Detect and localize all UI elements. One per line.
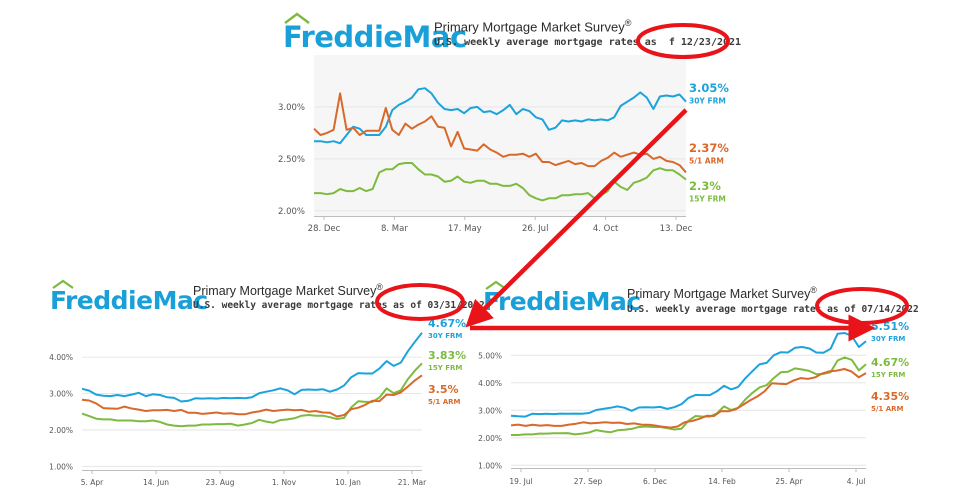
series-line-frm30: [81, 332, 423, 403]
logo-text: FreddieMac: [50, 286, 208, 315]
series-name-label: 5/1 ARM: [689, 157, 724, 166]
x-tick-label: 1. Nov: [272, 478, 297, 487]
logo-roof-icon: [52, 279, 74, 289]
freddie-mac-logo: FreddieMac: [50, 286, 208, 315]
logo-roof-icon: [284, 12, 310, 24]
as-of-date: f 12/23/2021: [668, 37, 742, 48]
x-tick-label: 4. Oct: [593, 224, 619, 234]
series-value-label: 4.67%: [428, 317, 466, 330]
series-value-label: 2.37%: [689, 141, 729, 155]
x-tick-label: 17. May: [448, 224, 482, 234]
y-tick-label: 1.00%: [478, 461, 502, 470]
series-line-frm15: [81, 362, 423, 428]
survey-title: Primary Mortgage Market Survey®: [193, 282, 383, 299]
survey-title: Primary Mortgage Market Survey®: [434, 18, 632, 35]
arrow-top-to-left: [465, 108, 688, 328]
date-highlight-ellipse: [815, 287, 909, 325]
y-tick-label: 3.00%: [478, 406, 502, 415]
freddie-mac-logo: FreddieMac: [283, 20, 467, 54]
x-tick-label: 14. Jun: [143, 478, 169, 487]
series-line-frm30: [510, 332, 867, 418]
y-tick-label: 2.50%: [278, 155, 305, 165]
survey-subtitle: U.S. weekly average mortgage rates as of…: [627, 304, 919, 315]
x-tick-label: 25. Apr: [775, 477, 803, 486]
x-tick-label: 14. Feb: [708, 477, 736, 486]
series-name-label: 15Y FRM: [428, 364, 462, 372]
series-name-label: 15Y FRM: [689, 195, 726, 204]
series-name-label: 30Y FRM: [428, 332, 462, 340]
x-tick-label: 4. Jul: [847, 477, 866, 486]
series-value-label: 4.67%: [871, 356, 909, 369]
x-tick-label: 8. Mar: [381, 224, 408, 234]
series-value-label: 2.3%: [689, 179, 721, 193]
survey-subtitle: U.S. weekly average mortgage rates as of…: [193, 300, 485, 311]
x-tick-label: 5. Apr: [81, 478, 104, 487]
freddie-mac-logo: FreddieMac: [483, 287, 641, 316]
as-of-date: of 07/14/2022: [844, 304, 919, 315]
y-tick-label: 3.00%: [49, 390, 73, 399]
x-tick-label: 6. Dec: [643, 477, 667, 486]
logo-roof-icon: [485, 280, 507, 290]
series-value-label: 3.83%: [428, 349, 466, 362]
series-name-label: 30Y FRM: [689, 97, 726, 106]
survey-title: Primary Mortgage Market Survey®: [627, 285, 817, 302]
series-value-label: 4.35%: [871, 390, 909, 403]
y-tick-label: 2.00%: [478, 434, 502, 443]
x-tick-label: 13. Dec: [660, 224, 693, 234]
series-line-arm51: [81, 374, 423, 418]
y-tick-label: 4.00%: [49, 353, 73, 362]
x-tick-label: 26. Jul: [522, 224, 548, 234]
x-tick-label: 27. Sep: [574, 477, 603, 486]
x-tick-label: 28. Dec: [308, 224, 341, 234]
as-of-date: of 03/31/2022: [410, 300, 485, 311]
series-value-label: 3.05%: [689, 81, 729, 95]
y-tick-label: 3.00%: [278, 103, 305, 113]
y-tick-label: 5.00%: [478, 351, 502, 360]
series-line-arm51: [510, 368, 867, 429]
y-tick-label: 2.00%: [278, 207, 305, 217]
x-tick-label: 10. Jan: [335, 478, 361, 487]
series-name-label: 5/1 ARM: [428, 398, 461, 406]
date-highlight-ellipse: [375, 283, 465, 321]
series-name-label: 30Y FRM: [871, 335, 905, 343]
x-tick-label: 23. Aug: [206, 478, 235, 487]
y-tick-label: 2.00%: [49, 426, 73, 435]
series-line-frm15: [314, 162, 687, 202]
series-line-arm51: [313, 92, 687, 174]
y-tick-label: 4.00%: [478, 379, 502, 388]
logo-text: FreddieMac: [483, 287, 641, 316]
y-tick-label: 1.00%: [49, 462, 73, 471]
x-tick-label: 19. Jul: [509, 477, 532, 486]
logo-text: FreddieMac: [283, 20, 467, 54]
x-tick-label: 21. Mar: [398, 478, 427, 487]
series-line-frm30: [314, 87, 687, 145]
series-value-label: 3.5%: [428, 383, 459, 396]
series-name-label: 15Y FRM: [871, 371, 905, 379]
survey-subtitle: U.S. weekly average mortgage rates as of…: [434, 37, 742, 48]
date-highlight-ellipse: [636, 23, 730, 59]
series-name-label: 5/1 ARM: [871, 405, 904, 413]
